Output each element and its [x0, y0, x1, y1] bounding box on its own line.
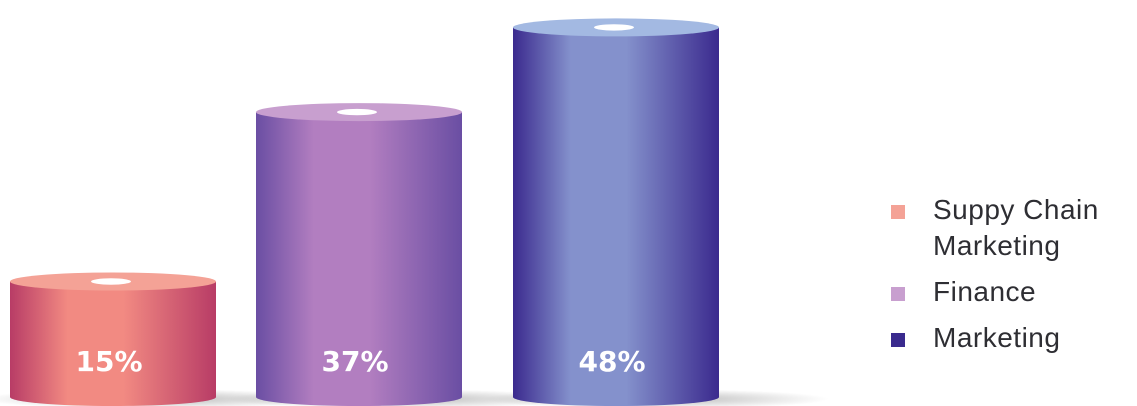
cylinder-bar-chart: 15% 37% 48% [0, 18, 829, 406]
bar-top-highlight [91, 278, 131, 285]
bar-body [513, 27, 719, 406]
bar-value-label: 15% [75, 345, 142, 378]
bar-top-highlight [337, 108, 377, 116]
legend-label: Suppy Chain Marketing [933, 194, 1099, 261]
bar-value-label: 48% [578, 345, 645, 378]
bar-value-label: 37% [321, 345, 388, 378]
legend-item-marketing: Marketing [884, 320, 1134, 356]
legend-item-supply-chain-marketing: Suppy Chain Marketing [884, 192, 1134, 264]
legend: Suppy Chain Marketing Finance Marketing [884, 192, 1134, 356]
bar-top-highlight [594, 24, 634, 31]
bar: 15% [10, 272, 216, 406]
legend-swatch [891, 205, 905, 219]
bar-body [10, 281, 216, 406]
bar: 48% [513, 18, 719, 406]
bar: 37% [256, 103, 462, 406]
legend-label: Finance [933, 276, 1037, 307]
legend-label: Marketing [933, 322, 1061, 353]
bar-body [256, 112, 462, 406]
legend-swatch [891, 333, 905, 347]
legend-swatch [891, 287, 905, 301]
legend-item-finance: Finance [884, 274, 1134, 310]
bars: 15% 37% 48% [10, 18, 719, 406]
